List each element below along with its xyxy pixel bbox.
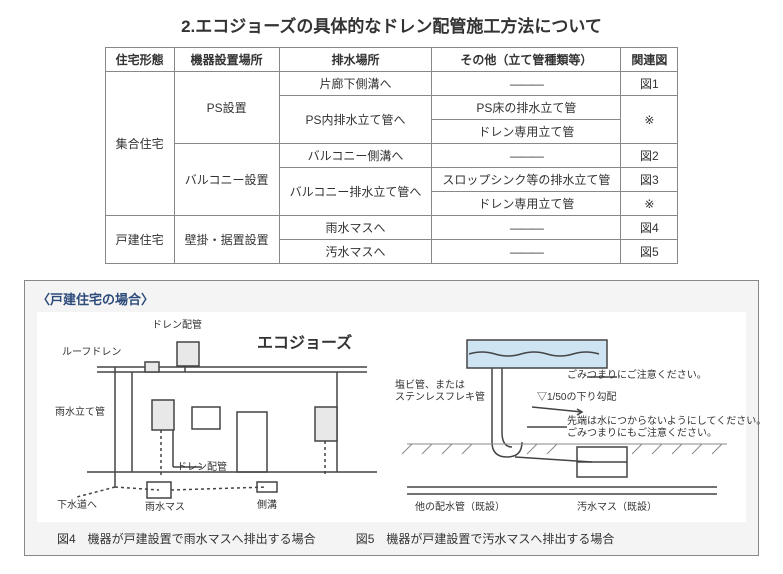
cell: バルコニー側溝へ [279, 144, 432, 168]
cell: 汚水マスへ [279, 240, 432, 264]
label-other-pipe: 他の配水管（既設） [415, 502, 505, 514]
table-header-row: 住宅形態 機器設置場所 排水場所 その他（立て管種類等） 関連図 [105, 48, 678, 72]
cell-ps: PS設置 [174, 72, 279, 144]
cell: PS内排水立て管へ [279, 96, 432, 144]
caption-fig5: 図5 機器が戸建設置で汚水マスへ排出する場合 [356, 530, 615, 547]
cell: ドレン専用立て管 [432, 192, 621, 216]
table-row: 戸建住宅 壁掛・据置設置 雨水マスへ ——— 図4 [105, 216, 678, 240]
th-fig: 関連図 [621, 48, 678, 72]
cell: 図4 [621, 216, 678, 240]
label-to-sewer: 下水道へ [57, 500, 97, 512]
cell: ※ [621, 96, 678, 144]
cell: PS床の排水立て管 [432, 96, 621, 120]
cell: バルコニー排水立て管へ [279, 168, 432, 216]
cell-balcony: バルコニー設置 [174, 144, 279, 216]
page-title: 2.エコジョーズの具体的なドレン配管施工方法について [24, 12, 759, 37]
cell-detached: 戸建住宅 [105, 216, 174, 264]
label-sewage-mas: 汚水マス（既設） [577, 502, 657, 514]
table-row: バルコニー設置 バルコニー側溝へ ——— 図2 [105, 144, 678, 168]
label-rain-riser: 雨水立て管 [55, 407, 105, 419]
th-other: その他（立て管種類等） [432, 48, 621, 72]
label-roof-drain: ルーフドレン [62, 347, 121, 359]
cell: 図1 [621, 72, 678, 96]
label-ecojozu: エコジョーズ [257, 334, 352, 353]
cell-collective: 集合住宅 [105, 72, 174, 216]
cell: 図5 [621, 240, 678, 264]
cell-wall: 壁掛・据置設置 [174, 216, 279, 264]
label-drain-pipe-bottom: ドレン配管 [177, 462, 227, 474]
label-tip1: 先端は水につからないようにしてください。 [567, 416, 766, 428]
label-rain-mas: 雨水マス [145, 502, 185, 514]
cell: ※ [621, 192, 678, 216]
cell: 図3 [621, 168, 678, 192]
th-drain: 排水場所 [279, 48, 432, 72]
diagram-panel: 〈戸建住宅の場合〉 [24, 280, 759, 556]
drain-table: 住宅形態 機器設置場所 排水場所 その他（立て管種類等） 関連図 集合住宅 PS… [105, 47, 679, 264]
panel-title: 〈戸建住宅の場合〉 [37, 289, 746, 308]
cell: スロップシンク等の排水立て管 [432, 168, 621, 192]
cell: ドレン専用立て管 [432, 120, 621, 144]
cell: 図2 [621, 144, 678, 168]
label-slope: ▽1/50の下り勾配 [537, 392, 616, 404]
cell: 片廊下側溝へ [279, 72, 432, 96]
cell-dash: ——— [432, 72, 621, 96]
cell-dash: ——— [432, 240, 621, 264]
label-drain-pipe-top: ドレン配管 [152, 320, 202, 332]
th-housing: 住宅形態 [105, 48, 174, 72]
label-pvc: 塩ビ管、または ステンレスフレキ管 [395, 380, 485, 404]
table-row: 集合住宅 PS設置 片廊下側溝へ ——— 図1 [105, 72, 678, 96]
cell: 雨水マスへ [279, 216, 432, 240]
caption-fig4: 図4 機器が戸建設置で雨水マスへ排出する場合 [57, 530, 316, 547]
label-clog: ごみつまりにご注意ください。 [567, 370, 707, 382]
label-tip2: ごみつまりにもご注意ください。 [567, 428, 717, 440]
th-location: 機器設置場所 [174, 48, 279, 72]
cell-dash: ——— [432, 216, 621, 240]
label-side-gutter: 側溝 [257, 500, 277, 512]
cell-dash: ——— [432, 144, 621, 168]
diagram-area: ドレン配管 ルーフドレン エコジョーズ 雨水立て管 下水道へ 雨水マス ドレン配… [37, 312, 746, 522]
captions: 図4 機器が戸建設置で雨水マスへ排出する場合 図5 機器が戸建設置で汚水マスへ排… [37, 530, 746, 547]
